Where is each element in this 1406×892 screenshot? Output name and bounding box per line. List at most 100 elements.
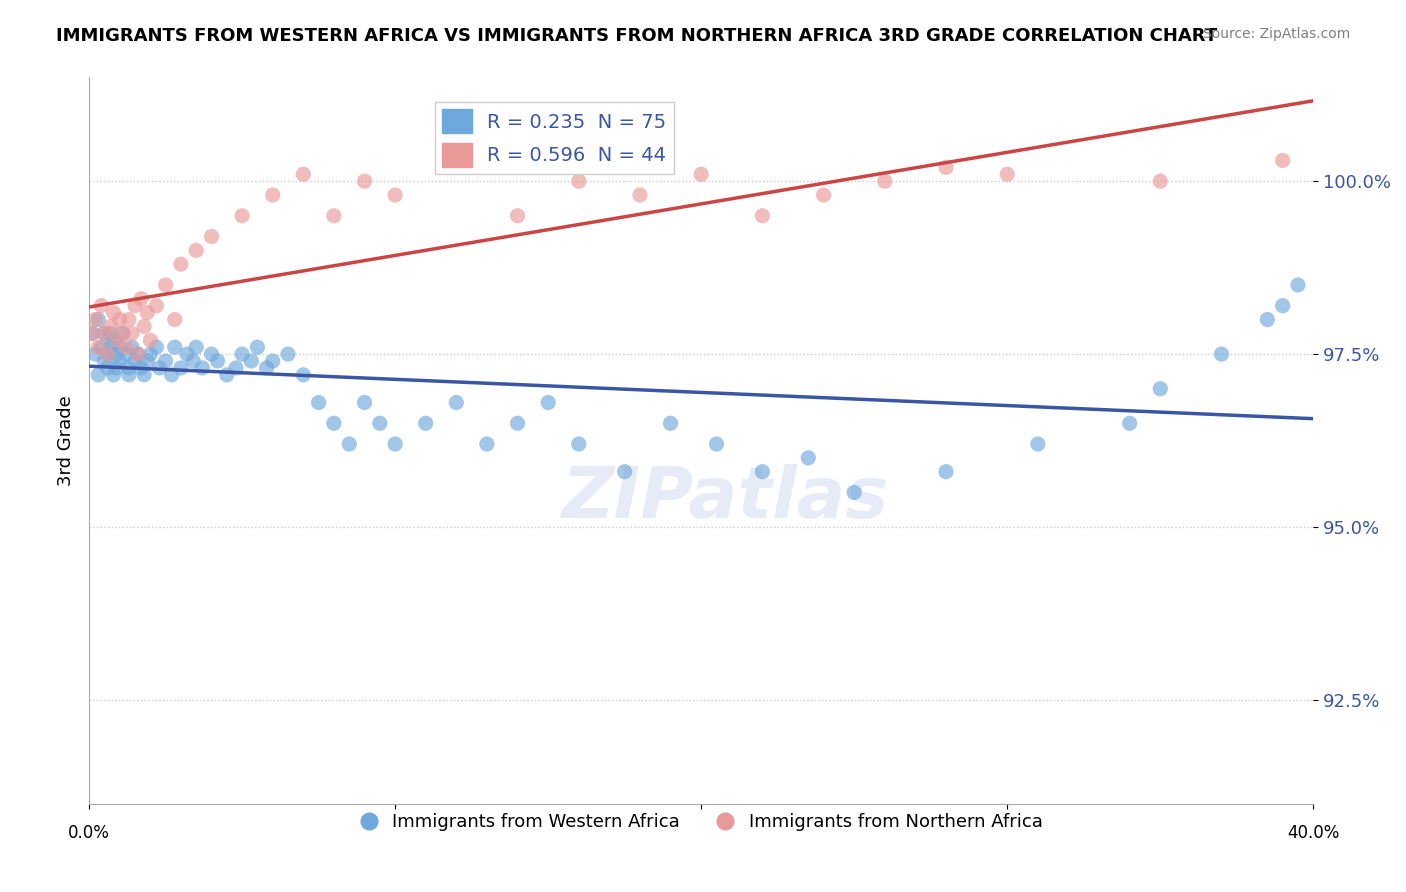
Point — [103, 333, 125, 347]
Point — [118, 368, 141, 382]
Point — [1149, 174, 1171, 188]
Point — [186, 244, 208, 258]
Point — [322, 209, 344, 223]
Point — [200, 347, 222, 361]
Point — [82, 326, 104, 341]
Point — [100, 340, 122, 354]
Point — [353, 174, 375, 188]
Point — [1256, 312, 1278, 326]
Point — [134, 319, 156, 334]
Text: 0.0%: 0.0% — [67, 824, 110, 842]
Point — [537, 395, 560, 409]
Point — [1149, 382, 1171, 396]
Point — [84, 312, 107, 326]
Point — [108, 340, 131, 354]
Point — [1118, 417, 1140, 431]
Point — [105, 333, 128, 347]
Point — [96, 347, 118, 361]
Point — [163, 340, 186, 354]
Point — [136, 354, 159, 368]
Point — [93, 326, 115, 341]
Text: ZIPatlas: ZIPatlas — [562, 464, 890, 533]
Point — [613, 465, 636, 479]
Point — [145, 340, 167, 354]
Point — [568, 437, 591, 451]
Point — [995, 167, 1018, 181]
Point — [129, 360, 152, 375]
Point — [118, 360, 141, 375]
Point — [176, 347, 198, 361]
Point — [103, 305, 125, 319]
Point — [337, 437, 360, 451]
Point — [145, 299, 167, 313]
Point — [127, 347, 149, 361]
Point — [446, 161, 468, 175]
Point — [93, 326, 115, 341]
Point — [181, 354, 204, 368]
Point — [215, 368, 238, 382]
Point — [124, 354, 146, 368]
Point — [308, 395, 330, 409]
Text: Source: ZipAtlas.com: Source: ZipAtlas.com — [1202, 27, 1350, 41]
Point — [200, 229, 222, 244]
Point — [292, 167, 315, 181]
Point — [155, 277, 177, 292]
Point — [628, 188, 651, 202]
Point — [108, 312, 131, 326]
Point — [111, 326, 134, 341]
Point — [844, 485, 866, 500]
Point — [706, 437, 728, 451]
Point — [124, 299, 146, 313]
Point — [129, 292, 152, 306]
Point — [121, 326, 143, 341]
Point — [139, 347, 162, 361]
Point — [277, 347, 299, 361]
Point — [90, 340, 112, 354]
Point — [751, 209, 773, 223]
Point — [100, 326, 122, 341]
Point — [231, 209, 253, 223]
Point — [751, 465, 773, 479]
Point — [170, 360, 193, 375]
Point — [262, 354, 284, 368]
Point — [506, 417, 529, 431]
Point — [1026, 437, 1049, 451]
Point — [415, 417, 437, 431]
Point — [139, 333, 162, 347]
Point — [322, 417, 344, 431]
Point — [690, 167, 713, 181]
Point — [292, 368, 315, 382]
Point — [118, 312, 141, 326]
Point — [262, 188, 284, 202]
Point — [353, 395, 375, 409]
Point — [114, 347, 136, 361]
Point — [659, 417, 682, 431]
Point — [207, 354, 229, 368]
Point — [240, 354, 263, 368]
Point — [105, 360, 128, 375]
Point — [96, 347, 118, 361]
Point — [87, 312, 110, 326]
Point — [246, 340, 269, 354]
Point — [114, 340, 136, 354]
Point — [446, 395, 468, 409]
Point — [87, 368, 110, 382]
Text: IMMIGRANTS FROM WESTERN AFRICA VS IMMIGRANTS FROM NORTHERN AFRICA 3RD GRADE CORR: IMMIGRANTS FROM WESTERN AFRICA VS IMMIGR… — [56, 27, 1218, 45]
Point — [475, 437, 498, 451]
Point — [127, 347, 149, 361]
Point — [160, 368, 183, 382]
Point — [568, 174, 591, 188]
Y-axis label: 3rd Grade: 3rd Grade — [58, 395, 75, 486]
Point — [231, 347, 253, 361]
Point — [136, 305, 159, 319]
Point — [90, 299, 112, 313]
Point — [1271, 299, 1294, 313]
Point — [155, 354, 177, 368]
Point — [108, 354, 131, 368]
Text: 40.0%: 40.0% — [1286, 824, 1340, 842]
Point — [96, 360, 118, 375]
Point — [100, 319, 122, 334]
Point — [134, 368, 156, 382]
Point — [813, 188, 835, 202]
Point — [225, 360, 247, 375]
